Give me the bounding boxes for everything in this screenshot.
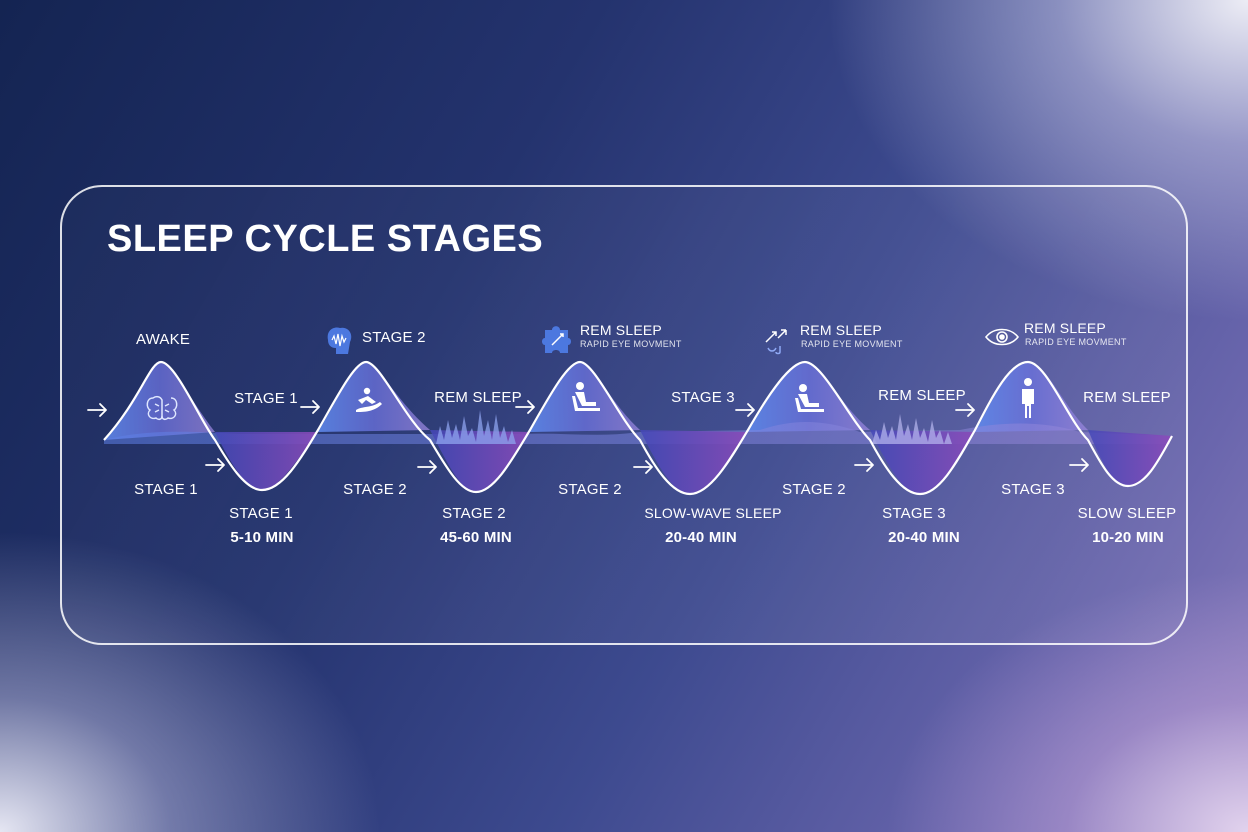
trough-stage-label: SLOW-WAVE SLEEP	[644, 505, 782, 521]
rem-spikes	[872, 414, 952, 444]
trough-fill	[215, 432, 318, 490]
arrow-icon	[515, 400, 535, 414]
sleep-wave-line	[103, 360, 1173, 496]
peak-fill	[748, 362, 870, 432]
peak-label: AWAKE	[135, 331, 191, 348]
reclining-person-icon	[356, 387, 382, 412]
peak-label: REM SLEEP	[800, 322, 882, 338]
peak-fill	[318, 362, 430, 432]
mid-label: STAGE 3	[671, 389, 735, 406]
standing-person-icon	[1022, 378, 1034, 418]
arrow-icon	[205, 458, 225, 472]
brain-waves-icon	[327, 327, 352, 354]
page-title: SLEEP CYCLE STAGES	[107, 218, 544, 260]
arrow-icon	[300, 400, 320, 414]
trough-stage-label: SLOW SLEEP	[1077, 505, 1177, 522]
mid-label: REM SLEEP	[1083, 389, 1171, 406]
arrow-icon	[955, 403, 975, 417]
mid-label: STAGE 1	[234, 390, 298, 407]
lower-label: STAGE 2	[343, 481, 407, 498]
arrow-icon	[1069, 458, 1089, 472]
mid-label: REM SLEEP	[878, 387, 966, 404]
lower-label: STAGE 3	[1001, 481, 1065, 498]
eye-icon	[984, 328, 1020, 346]
arrow-icon	[633, 460, 653, 474]
arrow-icon	[87, 403, 107, 417]
trough-fill	[430, 430, 530, 492]
lower-label: STAGE 2	[782, 481, 846, 498]
peak-label: REM SLEEP	[580, 322, 662, 338]
trough-fill	[870, 430, 975, 494]
peak-label: STAGE 2	[362, 329, 426, 346]
peak-label: REM SLEEP	[1024, 320, 1106, 336]
trough-fill	[1088, 430, 1172, 486]
puzzle-icon	[542, 326, 571, 353]
trough-duration: 20-40 MIN	[888, 529, 960, 546]
lower-label: STAGE 2	[558, 481, 622, 498]
trough-stage-label: STAGE 1	[229, 505, 293, 522]
person-seated-icon	[572, 382, 600, 411]
trough-duration: 20-40 MIN	[665, 529, 737, 546]
brain-icon	[146, 395, 178, 421]
peak-sublabel: RAPID EYE MOVMENT	[1025, 337, 1127, 347]
arrow-icon	[854, 458, 874, 472]
rem-spikes	[436, 410, 516, 444]
trough-duration: 10-20 MIN	[1092, 529, 1164, 546]
trough-duration: 5-10 MIN	[230, 529, 294, 546]
peak-fill	[104, 362, 215, 440]
arrow-icon	[735, 403, 755, 417]
person-seated-icon	[795, 384, 824, 412]
trough-fill	[640, 430, 748, 494]
lower-label: STAGE 1	[134, 481, 198, 498]
peak-sublabel: RAPID EYE MOVMENT	[580, 339, 682, 349]
mid-label: REM SLEEP	[434, 389, 522, 406]
peak-sublabel: RAPID EYE MOVMENT	[801, 339, 903, 349]
arrow-icon	[417, 460, 437, 474]
arrows-icon	[765, 329, 787, 355]
trough-duration: 45-60 MIN	[440, 529, 512, 546]
trough-stage-label: STAGE 2	[442, 505, 506, 522]
trough-stage-label: STAGE 3	[882, 505, 946, 522]
